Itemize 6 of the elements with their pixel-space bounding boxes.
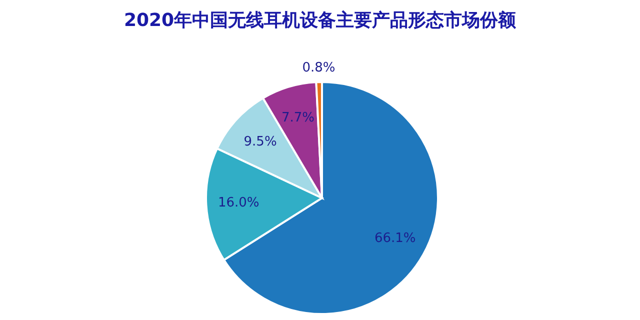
data-label: 7.7% xyxy=(281,110,314,126)
data-label: 0.8% xyxy=(302,60,336,76)
data-label: 66.1% xyxy=(374,230,416,246)
data-label: 9.5% xyxy=(244,134,277,150)
chart-title: 2020年中国无线耳机设备主要产品形态市场份额 xyxy=(124,10,518,31)
data-label: 16.0% xyxy=(218,196,260,211)
